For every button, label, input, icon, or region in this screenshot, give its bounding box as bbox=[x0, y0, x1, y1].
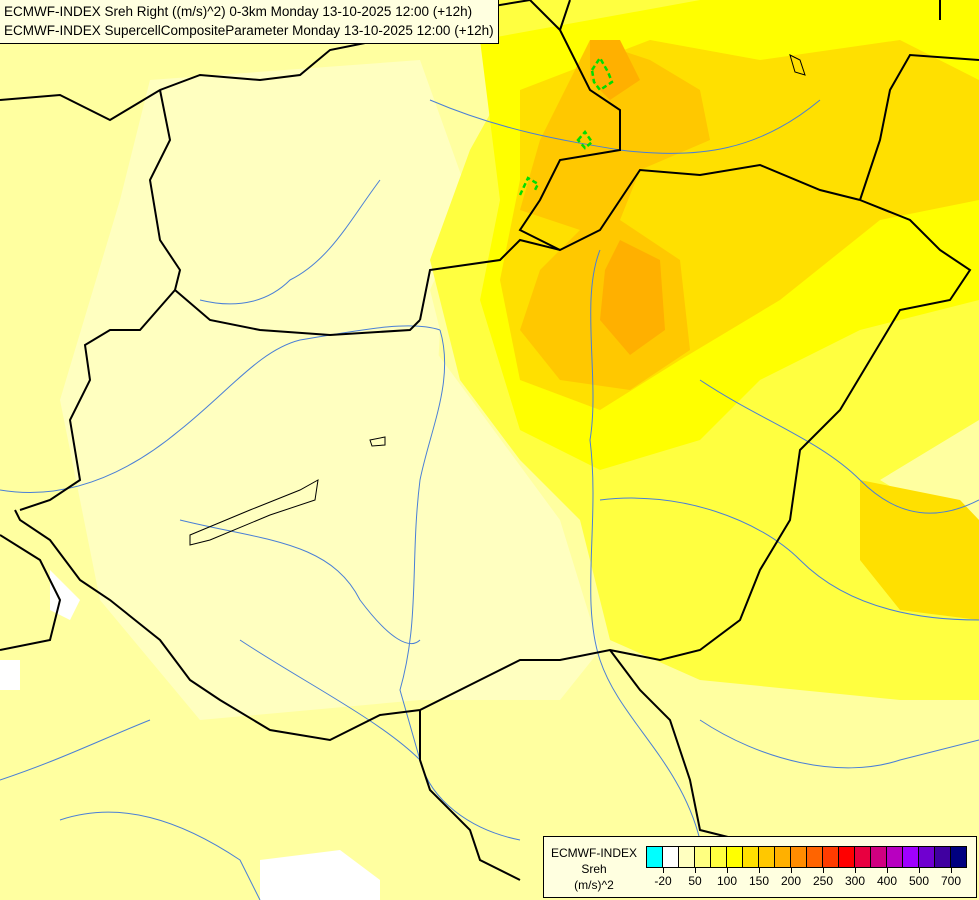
legend-swatch bbox=[887, 847, 903, 867]
legend-tick-label: 200 bbox=[780, 874, 802, 888]
legend-tick-label: 150 bbox=[748, 874, 770, 888]
legend-tick bbox=[823, 867, 824, 873]
legend-tick bbox=[695, 867, 696, 873]
legend-swatch bbox=[935, 847, 951, 867]
legend-title-unit: (m/s)^2 bbox=[574, 878, 614, 892]
legend-swatch bbox=[695, 847, 711, 867]
color-legend: ECMWF-INDEX Sreh (m/s)^2 -20 50 100 150 200 2… bbox=[543, 836, 977, 898]
legend-swatch bbox=[727, 847, 743, 867]
legend-tick-label: 500 bbox=[908, 874, 930, 888]
legend-swatch bbox=[647, 847, 663, 867]
legend-swatch bbox=[791, 847, 807, 867]
legend-title: ECMWF-INDEX Sreh (m/s)^2 bbox=[546, 845, 642, 893]
legend-swatch bbox=[839, 847, 855, 867]
legend-swatch bbox=[711, 847, 727, 867]
legend-tick bbox=[663, 867, 664, 873]
legend-swatch bbox=[775, 847, 791, 867]
legend-swatch bbox=[759, 847, 775, 867]
lakes bbox=[189, 54, 806, 546]
legend-swatch bbox=[919, 847, 935, 867]
legend-swatch bbox=[871, 847, 887, 867]
legend-tick bbox=[887, 867, 888, 873]
legend-tick-label: 400 bbox=[876, 874, 898, 888]
legend-title-parameter: Sreh bbox=[581, 862, 607, 876]
rivers bbox=[0, 99, 979, 900]
legend-tick bbox=[855, 867, 856, 873]
legend-tick-label: 300 bbox=[844, 874, 866, 888]
legend-swatch bbox=[807, 847, 823, 867]
legend-swatch bbox=[823, 847, 839, 867]
title-line-2: ECMWF-INDEX SupercellCompositeParameter … bbox=[4, 23, 494, 38]
legend-tick bbox=[951, 867, 952, 873]
title-line-1: ECMWF-INDEX Sreh Right ((m/s)^2) 0-3km M… bbox=[4, 4, 473, 19]
legend-tick-label: 700 bbox=[940, 874, 962, 888]
legend-color-bar bbox=[646, 846, 967, 868]
legend-tick bbox=[791, 867, 792, 873]
legend-swatch bbox=[903, 847, 919, 867]
map-title-box: ECMWF-INDEX Sreh Right ((m/s)^2) 0-3km M… bbox=[0, 0, 499, 44]
legend-tick bbox=[727, 867, 728, 873]
legend-tick bbox=[759, 867, 760, 873]
legend-tick bbox=[919, 867, 920, 873]
legend-swatch bbox=[743, 847, 759, 867]
legend-tick-label: 100 bbox=[716, 874, 738, 888]
legend-tick-label: -20 bbox=[654, 874, 672, 888]
legend-swatch bbox=[663, 847, 679, 867]
legend-title-product: ECMWF-INDEX bbox=[551, 846, 637, 860]
legend-swatch bbox=[679, 847, 695, 867]
legend-tick-label: 250 bbox=[812, 874, 834, 888]
country-borders bbox=[0, 0, 979, 881]
legend-tick-label: 50 bbox=[688, 874, 702, 888]
scp-contours bbox=[518, 55, 614, 196]
legend-swatch bbox=[951, 847, 966, 867]
legend-swatch bbox=[855, 847, 871, 867]
